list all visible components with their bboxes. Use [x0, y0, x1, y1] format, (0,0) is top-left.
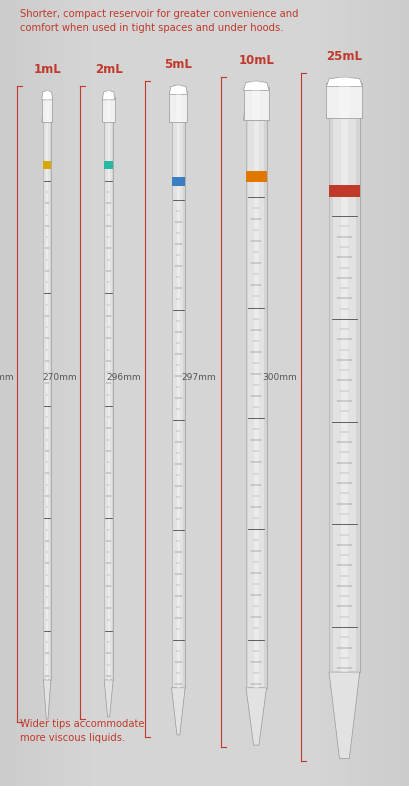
Bar	[20, 0, 389, 786]
Polygon shape	[171, 688, 185, 735]
Polygon shape	[328, 93, 332, 672]
Polygon shape	[245, 688, 266, 745]
Text: 270mm: 270mm	[0, 373, 13, 382]
Polygon shape	[102, 106, 115, 122]
Text: 300mm: 300mm	[261, 373, 296, 382]
Polygon shape	[243, 97, 268, 120]
Polygon shape	[50, 106, 51, 680]
Polygon shape	[243, 87, 268, 120]
Polygon shape	[252, 81, 259, 120]
Polygon shape	[43, 161, 51, 169]
Polygon shape	[106, 90, 110, 122]
Polygon shape	[328, 93, 359, 672]
Polygon shape	[46, 106, 48, 680]
Polygon shape	[104, 106, 113, 680]
Polygon shape	[243, 81, 268, 90]
Bar	[133, 0, 276, 786]
Bar	[123, 0, 286, 786]
Polygon shape	[169, 101, 187, 122]
Bar	[41, 0, 368, 786]
Text: 10mL: 10mL	[238, 53, 274, 67]
Polygon shape	[171, 177, 185, 186]
Polygon shape	[176, 101, 180, 688]
Polygon shape	[263, 97, 266, 688]
Bar	[102, 0, 307, 786]
Polygon shape	[169, 91, 187, 122]
Bar	[82, 0, 327, 786]
Text: 296mm: 296mm	[106, 373, 140, 382]
Text: 297mm: 297mm	[182, 373, 216, 382]
Polygon shape	[355, 93, 359, 672]
Polygon shape	[245, 171, 266, 182]
Bar	[153, 0, 256, 786]
Polygon shape	[42, 106, 52, 122]
Text: Shorter, compact reservoir for greater convenience and
comfort when used in tigh: Shorter, compact reservoir for greater c…	[20, 9, 298, 34]
Polygon shape	[326, 77, 362, 86]
Polygon shape	[104, 680, 113, 717]
Polygon shape	[104, 106, 105, 680]
Polygon shape	[326, 93, 362, 118]
Polygon shape	[338, 77, 349, 118]
Polygon shape	[171, 101, 173, 688]
Text: 2mL: 2mL	[94, 63, 122, 76]
Polygon shape	[328, 185, 359, 197]
Text: 25mL: 25mL	[326, 50, 362, 63]
Polygon shape	[175, 85, 181, 122]
Polygon shape	[43, 106, 44, 680]
Polygon shape	[245, 97, 266, 688]
Polygon shape	[245, 97, 248, 688]
Bar	[143, 0, 266, 786]
Polygon shape	[112, 106, 113, 680]
Polygon shape	[42, 97, 52, 122]
Polygon shape	[253, 97, 258, 688]
Polygon shape	[42, 90, 52, 100]
Bar	[51, 0, 358, 786]
Polygon shape	[171, 101, 185, 688]
Text: Wider tips accommodate
more viscous liquids.: Wider tips accommodate more viscous liqu…	[20, 719, 145, 744]
Text: 1mL: 1mL	[33, 63, 61, 76]
Polygon shape	[107, 106, 110, 680]
Bar	[61, 0, 348, 786]
Polygon shape	[102, 97, 115, 122]
Polygon shape	[45, 90, 49, 122]
Polygon shape	[104, 161, 113, 169]
Polygon shape	[340, 93, 347, 672]
Bar	[112, 0, 297, 786]
Text: 270mm: 270mm	[42, 373, 76, 382]
Polygon shape	[43, 680, 51, 719]
Polygon shape	[169, 85, 187, 94]
Bar	[72, 0, 337, 786]
Polygon shape	[43, 106, 51, 680]
Polygon shape	[183, 101, 185, 688]
Polygon shape	[328, 672, 359, 758]
Polygon shape	[326, 83, 362, 118]
Bar	[92, 0, 317, 786]
Text: 5mL: 5mL	[164, 57, 192, 71]
Polygon shape	[102, 90, 115, 100]
Bar	[31, 0, 378, 786]
